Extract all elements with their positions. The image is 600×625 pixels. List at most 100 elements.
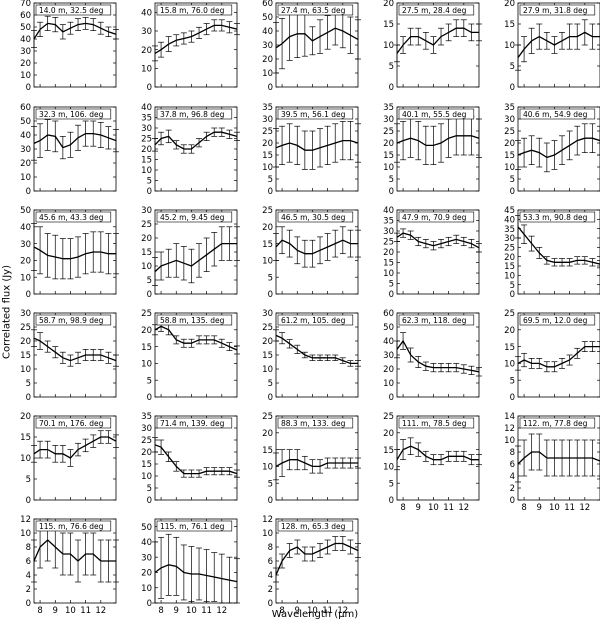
flux-line bbox=[33, 132, 117, 149]
y-tick-label: 20 bbox=[20, 412, 31, 422]
panel-label-box bbox=[398, 4, 475, 16]
x-tick-label: 12 bbox=[458, 503, 469, 513]
y-tick-label: 25 bbox=[20, 323, 31, 333]
flux-line bbox=[396, 135, 480, 147]
flux-line bbox=[33, 436, 117, 459]
y-tick-label: 30 bbox=[262, 115, 273, 125]
panel-16: 0 5 10 15 20 25 30 58.7 m, 98.9 deg bbox=[20, 309, 119, 403]
y-tick-label: 20 bbox=[504, 0, 515, 9]
flux-line bbox=[396, 339, 480, 373]
plot-frame bbox=[517, 209, 600, 295]
x-tick-label: 10 bbox=[65, 606, 76, 616]
y-tick-label: 10 bbox=[504, 272, 515, 282]
y-tick-label: 25 bbox=[262, 127, 273, 137]
panel-label: 40.6 m, 54.9 deg bbox=[523, 110, 588, 119]
y-tick-label: 5 bbox=[389, 280, 394, 290]
y-tick-label: 25 bbox=[383, 238, 394, 248]
x-tick-label: 8 bbox=[400, 503, 405, 513]
y-tick-label: 35 bbox=[141, 412, 152, 422]
y-tick-label: 40 bbox=[141, 538, 152, 548]
y-tick-label: 20 bbox=[504, 326, 515, 336]
error-bar bbox=[597, 341, 600, 352]
y-tick-label: 50 bbox=[262, 13, 273, 23]
y-tick-label: 0 bbox=[510, 496, 515, 506]
y-tick-label: 15 bbox=[20, 433, 31, 443]
panel-label-box bbox=[35, 4, 112, 16]
plot-frame bbox=[275, 518, 359, 604]
y-tick-label: 0 bbox=[26, 496, 31, 506]
plot-frame bbox=[154, 209, 238, 295]
y-tick-label: 2 bbox=[268, 585, 273, 595]
panel-label: 115. m, 76.1 deg bbox=[160, 522, 225, 531]
y-tick-label: 30 bbox=[20, 240, 31, 250]
flux-line bbox=[396, 232, 480, 249]
flux-line bbox=[517, 137, 600, 159]
panel-label: 58.7 m, 98.9 deg bbox=[39, 316, 104, 325]
y-tick-label: 10 bbox=[504, 436, 515, 446]
y-tick-label: 20 bbox=[504, 253, 515, 263]
y-tick-label: 5 bbox=[389, 62, 394, 72]
panel-label-box bbox=[35, 211, 112, 223]
panel-label: 15.8 m, 76.0 deg bbox=[160, 6, 225, 15]
panel-25: 0 2 4 6 8 10 12 14 8 9 10 11 12 112. m, 77.8 deg bbox=[504, 412, 600, 513]
y-tick-label: 10 bbox=[20, 365, 31, 375]
panel-8: 0 5 10 15 20 25 30 35 39.5 m, 56.1 deg bbox=[262, 103, 361, 197]
y-tick-label: 15 bbox=[20, 351, 31, 361]
y-tick-label: 10 bbox=[383, 463, 394, 473]
y-tick-label: 25 bbox=[262, 412, 273, 422]
figure-ylabel-wrap: Correlated flux (Jy) bbox=[0, 0, 14, 625]
y-tick-label: 5 bbox=[389, 175, 394, 185]
y-tick-label: 10 bbox=[20, 173, 31, 183]
panel-label: 40.1 m, 55.5 deg bbox=[402, 110, 467, 119]
plot-frame bbox=[275, 2, 359, 88]
y-tick-label: 15 bbox=[141, 343, 152, 353]
panel-label-box bbox=[277, 520, 354, 532]
y-tick-label: 0 bbox=[389, 187, 394, 197]
x-tick-label: 9 bbox=[174, 606, 179, 616]
y-tick-label: 40 bbox=[383, 337, 394, 347]
x-tick-label: 11 bbox=[322, 606, 333, 616]
error-bar bbox=[31, 223, 37, 271]
y-tick-label: 40 bbox=[141, 103, 152, 113]
y-tick-label: 4 bbox=[26, 571, 31, 581]
y-tick-label: 0 bbox=[147, 83, 152, 93]
panel-label-box bbox=[519, 4, 596, 16]
y-tick-label: 5 bbox=[147, 276, 152, 286]
y-tick-label: 30 bbox=[504, 115, 515, 125]
y-tick-label: 50 bbox=[141, 523, 152, 533]
plot-frame bbox=[396, 209, 480, 295]
y-tick-label: 30 bbox=[504, 234, 515, 244]
y-tick-label: 30 bbox=[383, 227, 394, 237]
y-tick-label: 5 bbox=[268, 479, 273, 489]
panel-11: 0 10 20 30 40 50 45.6 m, 43.3 deg bbox=[20, 206, 119, 300]
y-tick-label: 15 bbox=[383, 151, 394, 161]
y-tick-label: 5 bbox=[268, 379, 273, 389]
flux-line bbox=[517, 451, 600, 465]
y-tick-label: 30 bbox=[262, 309, 273, 319]
y-tick-label: 5 bbox=[147, 484, 152, 494]
panel-label-box bbox=[156, 211, 233, 223]
y-tick-label: 2 bbox=[510, 484, 515, 494]
y-tick-label: 10 bbox=[141, 262, 152, 272]
panel-label: 111. m, 78.5 deg bbox=[402, 419, 467, 428]
y-tick-label: 20 bbox=[141, 145, 152, 155]
panel-27: 0 10 20 30 40 50 8 9 10 11 12 115. m, 76.1 deg bbox=[141, 518, 240, 616]
panel-9: 0 5 10 15 20 25 30 35 40.1 m, 55.5 deg bbox=[383, 103, 482, 197]
y-tick-label: 8 bbox=[26, 543, 31, 553]
y-tick-label: 25 bbox=[504, 127, 515, 137]
panel-label-box bbox=[277, 417, 354, 429]
y-tick-label: 5 bbox=[147, 177, 152, 187]
y-tick-label: 15 bbox=[262, 446, 273, 456]
y-tick-label: 20 bbox=[383, 248, 394, 258]
y-tick-label: 30 bbox=[141, 124, 152, 134]
y-tick-label: 10 bbox=[20, 71, 31, 81]
plot-frame bbox=[154, 106, 238, 192]
error-bar bbox=[597, 260, 600, 269]
y-tick-label: 10 bbox=[383, 41, 394, 51]
y-tick-label: 10 bbox=[504, 163, 515, 173]
y-tick-label: 60 bbox=[20, 103, 31, 113]
y-tick-label: 20 bbox=[20, 159, 31, 169]
y-tick-label: 5 bbox=[268, 273, 273, 283]
y-tick-label: 15 bbox=[504, 262, 515, 272]
